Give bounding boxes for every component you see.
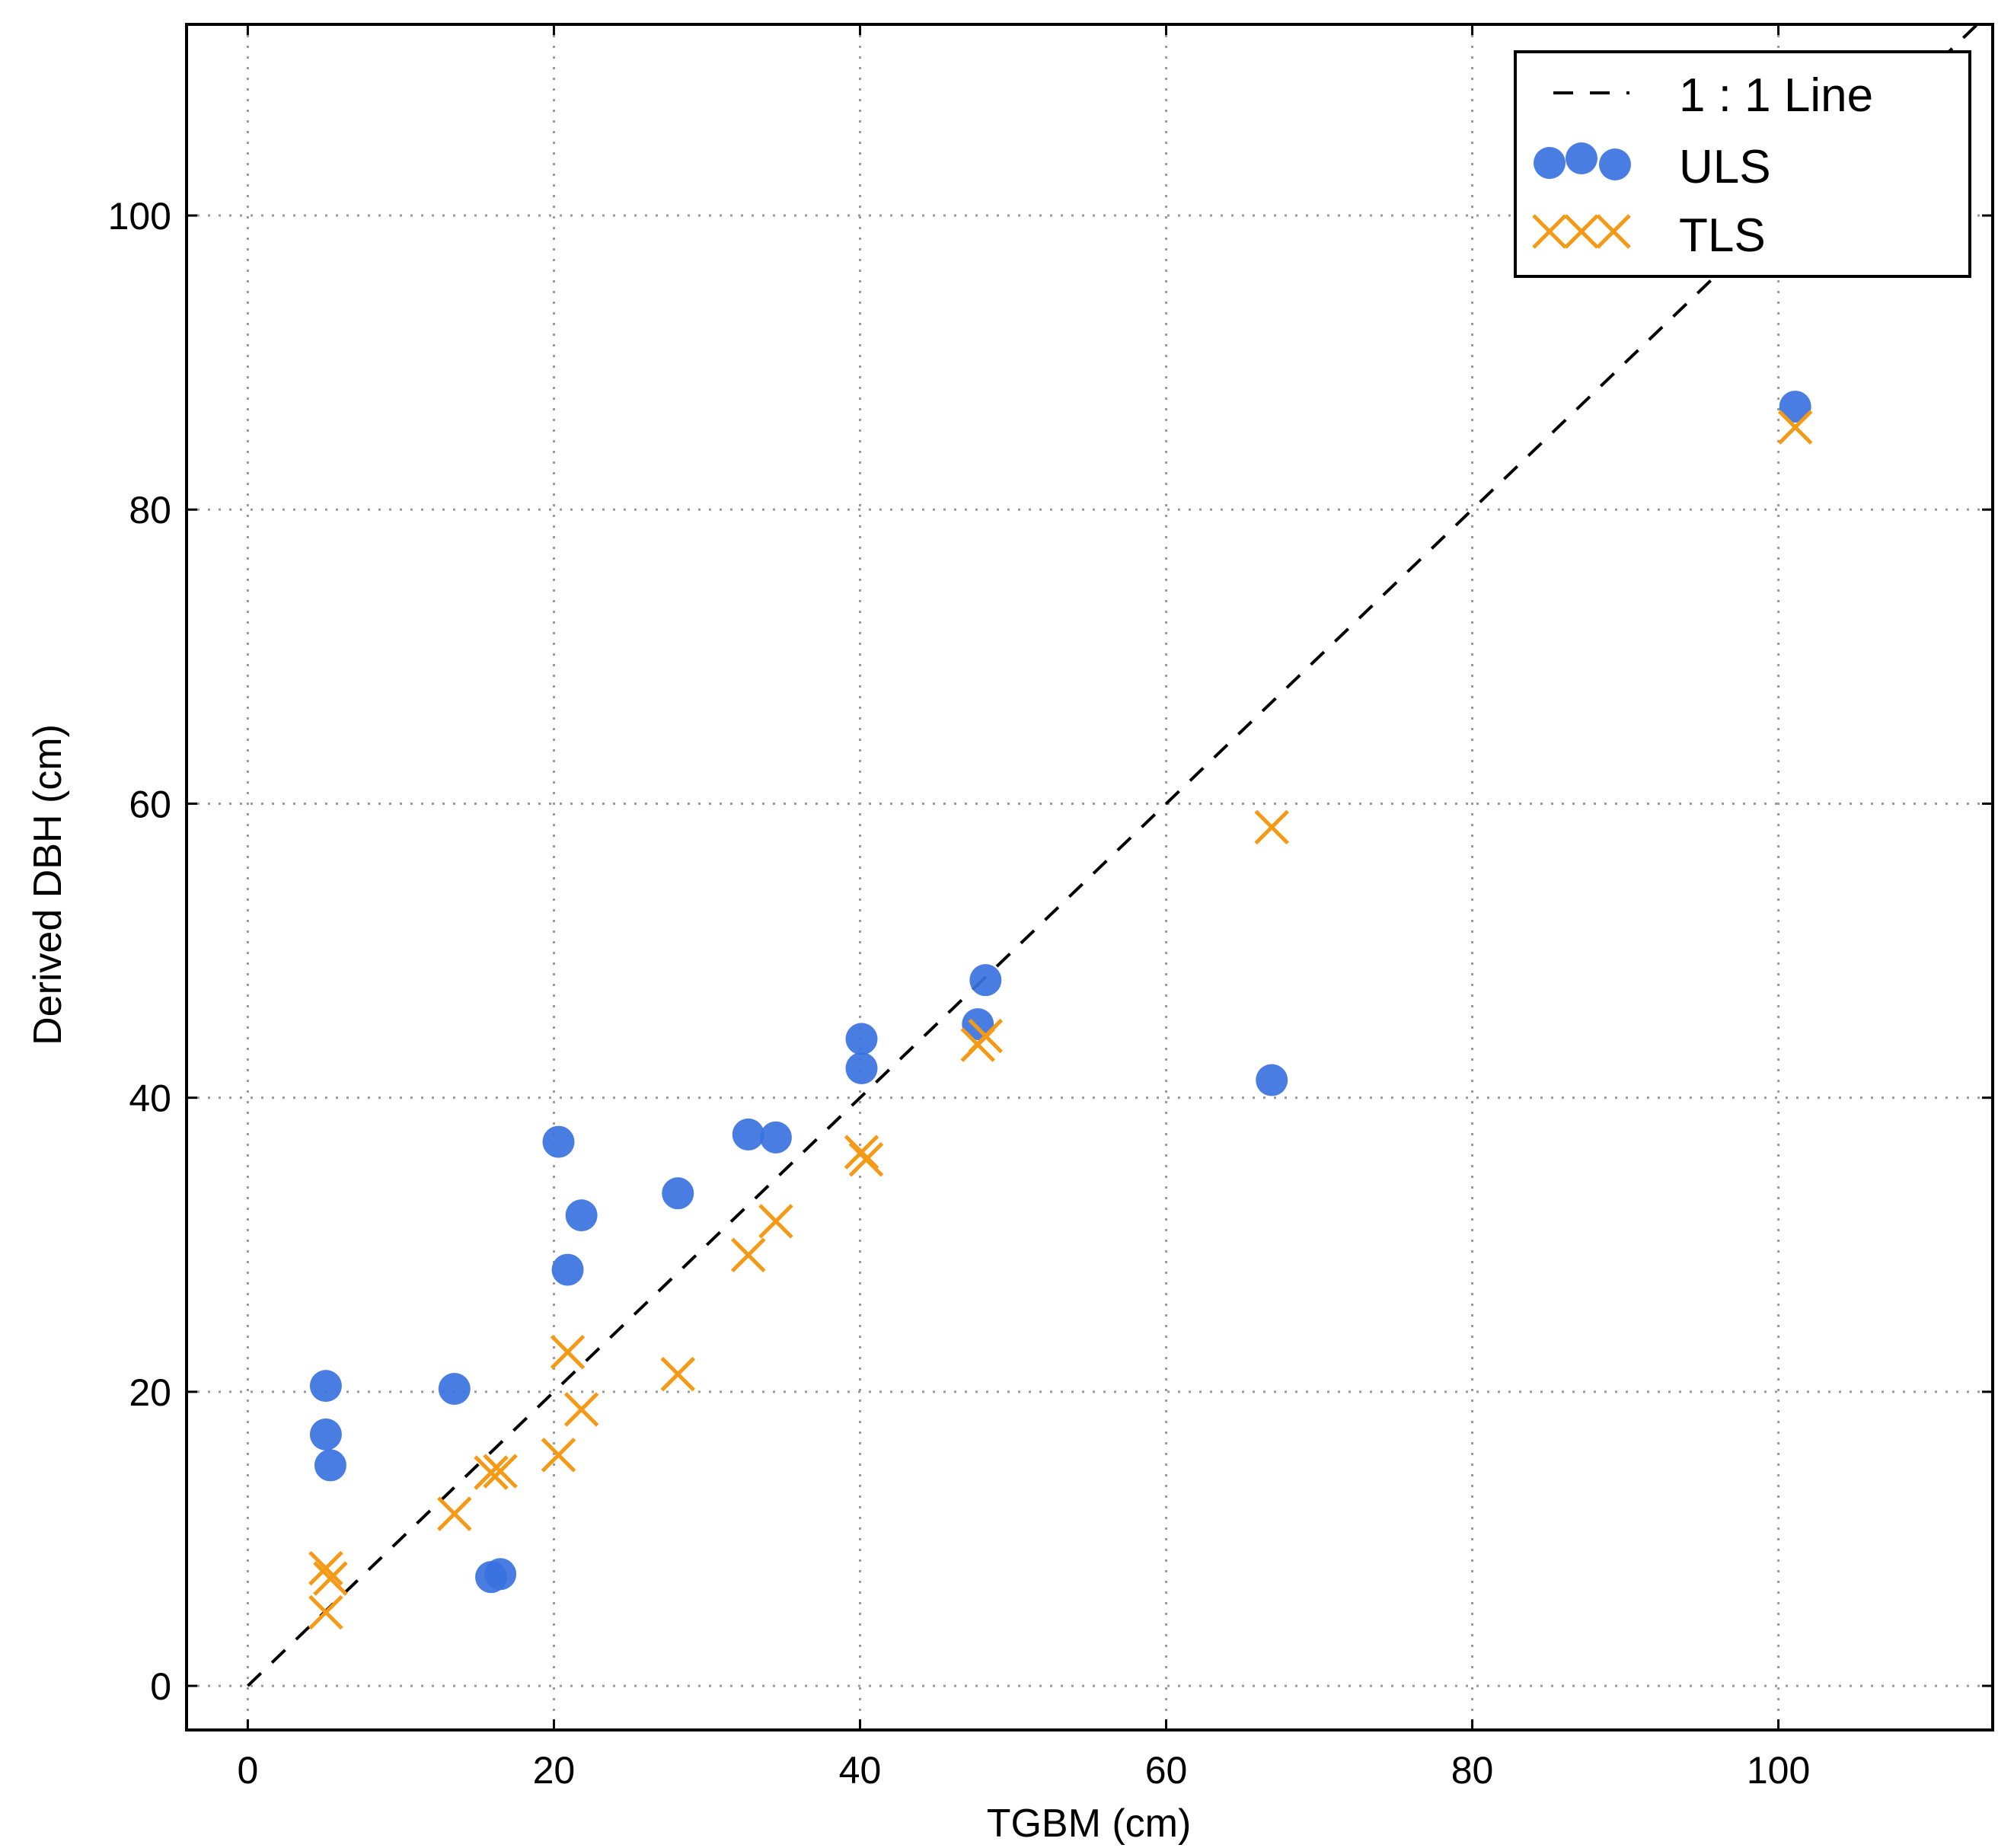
x-axis-label: TGBM (cm) bbox=[987, 1802, 1192, 1846]
tls-point bbox=[563, 1392, 599, 1427]
uls-point bbox=[1256, 1064, 1288, 1096]
uls-point bbox=[484, 1558, 517, 1591]
grid-lines bbox=[187, 24, 1993, 1730]
tls-point bbox=[313, 1561, 348, 1596]
tls-series bbox=[308, 410, 1813, 1630]
tls-point bbox=[848, 1141, 884, 1177]
legend-tls-marker bbox=[1596, 214, 1631, 249]
tls-marker-stroke bbox=[848, 1141, 884, 1177]
legend: 1 : 1 Line ULS TLS bbox=[1514, 50, 1971, 278]
y-tick-label: 100 bbox=[108, 195, 171, 238]
uls-point bbox=[732, 1118, 764, 1151]
legend-line-label: 1 : 1 Line bbox=[1679, 69, 1873, 122]
tls-point bbox=[758, 1204, 793, 1239]
uls-point bbox=[759, 1121, 792, 1154]
points-layer bbox=[308, 391, 1813, 1630]
legend-uls-marker bbox=[1599, 148, 1631, 180]
legend-uls-swatch bbox=[1534, 142, 1631, 180]
x-tick-label: 20 bbox=[533, 1749, 576, 1792]
x-tick-label: 60 bbox=[1145, 1749, 1188, 1792]
tls-marker-stroke bbox=[1596, 214, 1631, 249]
y-tick-label: 60 bbox=[129, 783, 171, 825]
tls-point bbox=[968, 1018, 1004, 1054]
y-tick-label: 0 bbox=[150, 1665, 171, 1708]
tls-point bbox=[541, 1438, 576, 1473]
uls-point bbox=[845, 1023, 878, 1055]
axis-ticks: 0 20 40 60 80 100 0 20 40 60 80 100 bbox=[108, 24, 1993, 1792]
tls-marker-stroke bbox=[483, 1454, 518, 1489]
x-tick-label: 40 bbox=[839, 1749, 882, 1792]
uls-point bbox=[309, 1370, 342, 1403]
tls-marker-stroke bbox=[1564, 214, 1599, 249]
tls-point bbox=[483, 1454, 518, 1489]
x-tick-label: 80 bbox=[1451, 1749, 1494, 1792]
uls-point bbox=[962, 1008, 994, 1041]
uls-point bbox=[969, 964, 1002, 997]
tls-point bbox=[844, 1135, 879, 1170]
uls-point bbox=[314, 1449, 346, 1482]
legend-tls-marker bbox=[1532, 214, 1567, 249]
tls-marker-stroke bbox=[844, 1135, 879, 1170]
tls-point bbox=[550, 1334, 586, 1370]
tls-marker-stroke bbox=[474, 1455, 509, 1490]
uls-point bbox=[845, 1052, 878, 1085]
uls-series bbox=[309, 391, 1811, 1594]
uls-point bbox=[438, 1373, 471, 1405]
y-tick-label: 80 bbox=[129, 489, 171, 531]
tls-marker-stroke bbox=[1777, 410, 1813, 445]
tls-point bbox=[308, 1594, 343, 1630]
tls-marker-stroke bbox=[1254, 809, 1289, 845]
tls-point bbox=[660, 1356, 696, 1392]
y-tick-label: 20 bbox=[129, 1371, 171, 1414]
uls-point bbox=[542, 1125, 575, 1158]
tls-point bbox=[730, 1237, 766, 1273]
tls-marker-stroke bbox=[968, 1018, 1004, 1054]
tls-marker-stroke bbox=[308, 1550, 343, 1586]
x-tick-label: 0 bbox=[238, 1749, 259, 1792]
legend-tls-label: TLS bbox=[1679, 209, 1766, 262]
uls-point bbox=[565, 1199, 598, 1232]
tls-point bbox=[308, 1550, 343, 1586]
tls-marker-stroke bbox=[730, 1237, 766, 1273]
uls-point bbox=[1779, 391, 1811, 423]
uls-point bbox=[551, 1253, 584, 1286]
tls-marker-stroke bbox=[660, 1356, 696, 1392]
tls-point bbox=[437, 1496, 472, 1531]
tls-marker-stroke bbox=[308, 1594, 343, 1630]
legend-tls-swatch bbox=[1532, 214, 1631, 249]
plot-frame bbox=[185, 23, 1994, 1732]
tls-point bbox=[1254, 809, 1289, 845]
x-tick-label: 100 bbox=[1747, 1749, 1810, 1792]
legend-uls-marker bbox=[1534, 147, 1566, 179]
tls-marker-stroke bbox=[541, 1438, 576, 1473]
tls-marker-stroke bbox=[550, 1334, 586, 1370]
tls-point bbox=[1777, 410, 1813, 445]
tls-point bbox=[474, 1455, 509, 1490]
uls-point bbox=[662, 1177, 694, 1210]
tls-marker-stroke bbox=[758, 1204, 793, 1239]
y-axis-label: Derived DBH (cm) bbox=[26, 724, 70, 1045]
legend-tls-marker bbox=[1564, 214, 1599, 249]
tls-marker-stroke bbox=[1532, 214, 1567, 249]
tls-marker-stroke bbox=[313, 1561, 348, 1596]
tls-marker-stroke bbox=[437, 1496, 472, 1531]
y-tick-label: 40 bbox=[129, 1077, 171, 1120]
tls-marker-stroke bbox=[563, 1392, 599, 1427]
legend-uls-label: ULS bbox=[1679, 141, 1771, 193]
uls-point bbox=[309, 1418, 342, 1451]
legend-uls-marker bbox=[1566, 142, 1597, 174]
plot-area bbox=[247, 24, 1979, 1687]
